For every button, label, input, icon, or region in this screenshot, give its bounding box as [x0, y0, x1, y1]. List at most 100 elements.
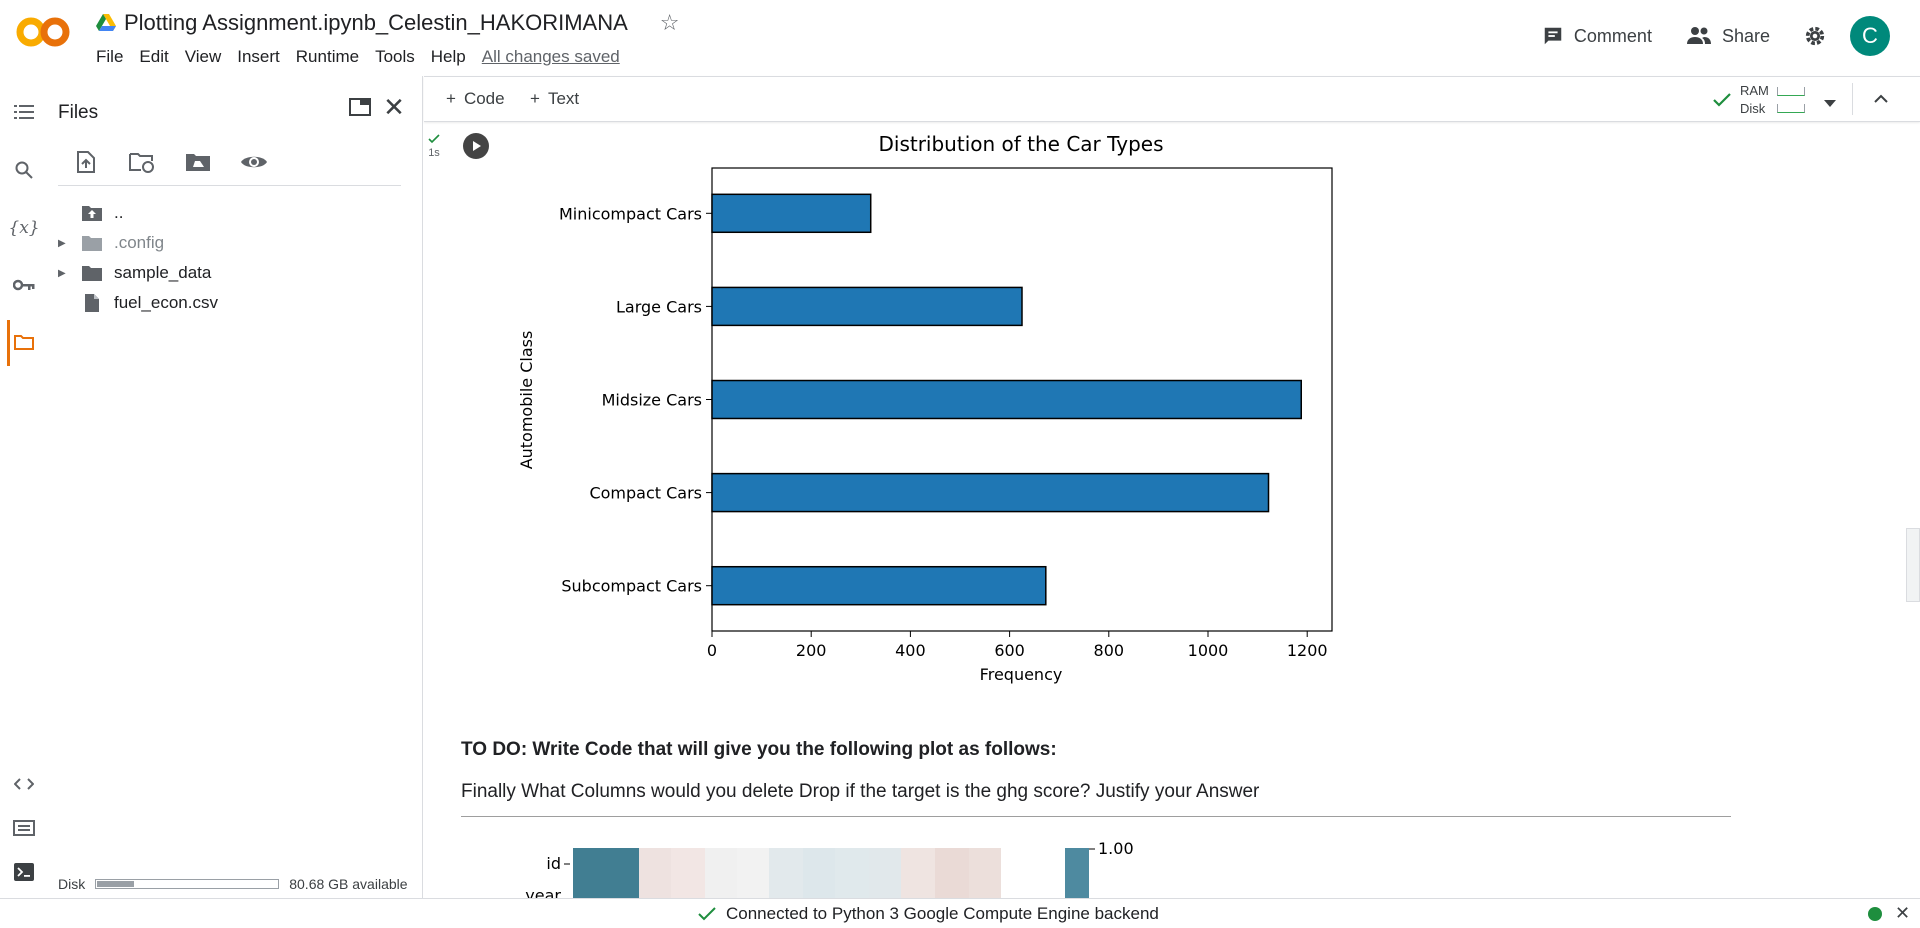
- add-text-button[interactable]: + Text: [530, 89, 579, 109]
- add-text-label: Text: [547, 89, 580, 108]
- file-tree-item-parent[interactable]: ..: [48, 198, 408, 228]
- heatmap-cell: [573, 848, 639, 898]
- code-snippets-icon[interactable]: [12, 772, 36, 796]
- google-drive-icon: [96, 14, 116, 31]
- expand-arrow-icon[interactable]: ▶: [58, 237, 66, 249]
- file-tree-item-config[interactable]: ▶ .config: [48, 228, 408, 258]
- menu-help[interactable]: Help: [430, 47, 466, 66]
- menu-view[interactable]: View: [184, 47, 222, 66]
- x-tick-label: 1200: [1287, 641, 1328, 660]
- run-cell-button[interactable]: [463, 133, 489, 159]
- close-icon[interactable]: ✕: [383, 91, 405, 122]
- heatmap-cell: [869, 848, 901, 898]
- heatmap-cell: [935, 848, 969, 898]
- plus-icon: +: [446, 89, 456, 108]
- disk-bar: [1776, 104, 1805, 113]
- active-indicator: [7, 320, 10, 366]
- y-axis-label: Automobile Class: [517, 331, 536, 470]
- cell-execution-status: 1s: [428, 134, 440, 159]
- notebook-title[interactable]: Plotting Assignment.ipynb_Celestin_HAKOR…: [124, 10, 628, 35]
- heatmap-preview: id year 1.00: [525, 839, 1134, 898]
- file-tree-item-sample-data[interactable]: ▶ sample_data: [48, 258, 408, 288]
- table-of-contents-icon[interactable]: [12, 100, 36, 124]
- add-code-label: Code: [463, 89, 505, 108]
- heatmap-cell: [835, 848, 869, 898]
- collapse-chevron-icon[interactable]: [1874, 91, 1888, 109]
- star-icon[interactable]: ☆: [659, 10, 680, 35]
- save-status-link[interactable]: All changes saved: [481, 47, 620, 66]
- bars-group: [711, 193, 1302, 606]
- variables-icon[interactable]: {x}: [8, 218, 40, 238]
- x-tick-label: 200: [796, 641, 827, 660]
- question-text: Finally What Columns would you delete Dr…: [461, 781, 1260, 802]
- ram-label: RAM: [1740, 83, 1769, 98]
- close-icon[interactable]: ✕: [1895, 903, 1911, 923]
- expand-arrow-icon[interactable]: ▶: [58, 267, 66, 279]
- files-panel-title: Files: [58, 102, 99, 123]
- open-in-tab-icon[interactable]: [347, 94, 373, 120]
- y-tick-label: Midsize Cars: [602, 391, 702, 410]
- menu-insert[interactable]: Insert: [237, 47, 280, 66]
- heatmap-cell: [969, 848, 1001, 898]
- colab-logo[interactable]: [16, 14, 72, 50]
- menu-bar: File Edit View Insert Runtime Tools Help…: [88, 45, 628, 69]
- menu-runtime[interactable]: Runtime: [295, 47, 360, 66]
- file-tree-label: sample_data: [114, 263, 212, 282]
- file-tree-label: fuel_econ.csv: [114, 293, 218, 312]
- x-tick-label: 800: [1094, 641, 1125, 660]
- eye-icon[interactable]: [240, 148, 268, 176]
- heatmap-colorbar: [1065, 848, 1089, 898]
- menu-tools[interactable]: Tools: [375, 47, 415, 66]
- y-tick-label: Minicompact Cars: [559, 204, 702, 223]
- add-code-button[interactable]: + Code: [446, 89, 505, 109]
- y-tick-label: Subcompact Cars: [561, 577, 702, 596]
- key-icon[interactable]: [12, 273, 36, 297]
- menu-edit[interactable]: Edit: [139, 47, 169, 66]
- bar: [711, 286, 1023, 327]
- heatmap-cell: [769, 848, 803, 898]
- chart-title: Distribution of the Car Types: [878, 132, 1163, 156]
- folder-icon: [80, 233, 104, 253]
- check-icon: [698, 907, 716, 921]
- horizontal-rule: [461, 816, 1731, 817]
- status-bar: Connected to Python 3 Google Compute Eng…: [0, 898, 1920, 928]
- heatmap-cell: [737, 848, 769, 898]
- avatar[interactable]: C: [1850, 16, 1890, 56]
- connected-indicator: [1868, 907, 1882, 921]
- bar-chart: Distribution of the Car Types Minicompac…: [517, 132, 1333, 684]
- disk-label: Disk: [1740, 101, 1766, 116]
- disk-usage-bar: [95, 879, 280, 889]
- command-palette-icon[interactable]: [12, 816, 36, 840]
- left-rail: {x}: [0, 76, 48, 898]
- resource-monitor[interactable]: RAM Disk: [1712, 83, 1805, 117]
- app-header: Plotting Assignment.ipynb_Celestin_HAKOR…: [0, 0, 1920, 76]
- dropdown-arrow-icon[interactable]: [1824, 95, 1836, 113]
- x-tick-label: 400: [895, 641, 926, 660]
- plus-icon: +: [530, 89, 540, 108]
- toolbar-divider: [1852, 83, 1853, 115]
- upload-file-icon[interactable]: [72, 148, 100, 176]
- heatmap-row-label: id: [546, 854, 561, 873]
- file-tree-label: ..: [114, 203, 124, 222]
- scrollbar-thumb[interactable]: [1906, 528, 1920, 602]
- menu-file[interactable]: File: [96, 47, 124, 66]
- heatmap-row-label: year: [525, 886, 561, 898]
- comment-icon: [1544, 27, 1562, 45]
- comment-button[interactable]: Comment: [1542, 25, 1652, 47]
- settings-button[interactable]: [1804, 25, 1826, 47]
- terminal-icon[interactable]: [12, 860, 36, 884]
- bar: [711, 193, 872, 234]
- mount-drive-icon[interactable]: [184, 148, 212, 176]
- x-axis-ticks: 0 200 400 600 800 1000 1200: [707, 631, 1328, 660]
- folder-icon[interactable]: [12, 330, 36, 354]
- notebook-toolbar: + Code + Text RAM Disk: [424, 76, 1920, 122]
- x-tick-label: 1000: [1188, 641, 1229, 660]
- disk-usage-fill: [97, 881, 134, 887]
- x-tick-label: 600: [994, 641, 1025, 660]
- refresh-folder-icon[interactable]: [128, 148, 156, 176]
- file-tree-item-fuel-econ[interactable]: fuel_econ.csv: [48, 288, 408, 318]
- x-axis-label: Frequency: [980, 665, 1063, 684]
- share-button[interactable]: Share: [1686, 26, 1770, 47]
- search-icon[interactable]: [12, 158, 36, 182]
- bar: [711, 379, 1302, 420]
